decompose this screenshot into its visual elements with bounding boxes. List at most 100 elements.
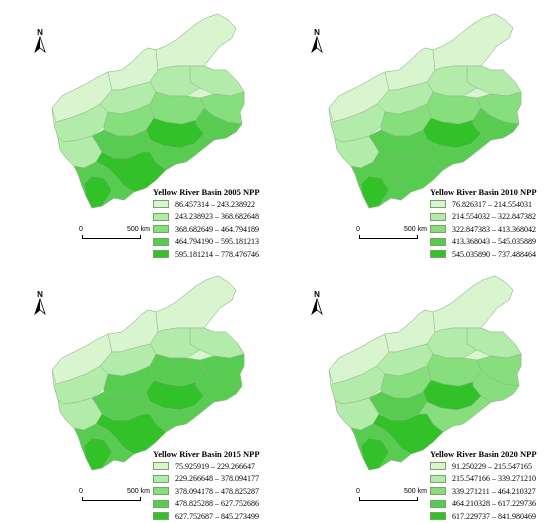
north-arrow-icon (311, 297, 323, 316)
basin-region (330, 365, 386, 405)
legend-swatch (430, 499, 446, 508)
north-arrow: N (307, 28, 327, 56)
legend-item: 91.250229 – 215.547165 (430, 460, 550, 473)
north-arrow: N (307, 290, 327, 318)
legend-swatch (153, 474, 169, 483)
scale-bar: 0 500 km (356, 488, 427, 508)
legend-label: 339.271211 – 464.210327 (452, 486, 536, 496)
scale-end: 500 km (404, 226, 427, 233)
legend-item: 464.794190 – 595.181213 (153, 236, 273, 249)
legend-swatch (430, 512, 446, 521)
legend-item: 215.547166 – 339.271210 (430, 473, 550, 486)
basin-region (432, 13, 514, 71)
legend-swatch (153, 512, 169, 521)
legend-title: Yellow River Basin 2020 NPP (430, 449, 537, 459)
basin-region (155, 275, 237, 333)
basin-region (53, 103, 109, 143)
basin-map (51, 275, 245, 471)
north-label: N (314, 290, 320, 299)
legend-title: Yellow River Basin 2010 NPP (430, 187, 537, 197)
legend-swatch (430, 487, 446, 496)
legend-swatch (153, 462, 169, 471)
basin-region (360, 437, 390, 471)
legend-swatch (153, 225, 169, 234)
legend: Yellow River Basin 2020 NPP 91.250229 – … (430, 448, 550, 523)
legend-swatch (153, 487, 169, 496)
legend-label: 322.847383 – 413.368042 (452, 224, 536, 234)
legend-item: 339.271211 – 464.210327 (430, 485, 550, 498)
legend-item: 75.925919 – 229.266647 (153, 460, 273, 473)
basin-region (83, 437, 113, 471)
legend-item: 545.035890 – 737.488464 (430, 248, 550, 261)
scale-bar: 0 500 km (356, 226, 427, 246)
basin-region (360, 175, 390, 209)
legend-label: 368.682649 – 464.794189 (175, 224, 259, 234)
legend-label: 86.457314 – 243.238922 (175, 199, 255, 209)
legend-label: 595.181214 – 778.476746 (175, 249, 259, 259)
scale-start: 0 (356, 226, 360, 233)
north-arrow: N (30, 28, 50, 56)
basin-map (51, 13, 245, 209)
legend-item: 378.094178 – 478.825287 (153, 485, 273, 498)
scale-line (82, 497, 141, 501)
legend-item: 368.682649 – 464.794189 (153, 223, 273, 236)
legend-item: 86.457314 – 243.238922 (153, 198, 273, 211)
basin-region (432, 275, 514, 333)
north-label: N (37, 290, 43, 299)
legend-label: 617.229737 – 841.980469 (452, 511, 536, 521)
legend-swatch (430, 212, 446, 221)
basin-map (328, 13, 522, 209)
legend-item: 76.826317 – 214.554031 (430, 198, 550, 211)
scale-bar: 0 500 km (79, 226, 150, 246)
legend-title: Yellow River Basin 2015 NPP (153, 449, 260, 459)
legend-swatch (153, 250, 169, 259)
legend-item: 595.181214 – 778.476746 (153, 248, 273, 261)
legend-swatch (153, 237, 169, 246)
legend-swatch (430, 200, 446, 209)
legend-swatch (430, 462, 446, 471)
north-arrow: N (30, 290, 50, 318)
legend: Yellow River Basin 2015 NPP 75.925919 – … (153, 448, 273, 523)
legend-swatch (153, 200, 169, 209)
legend-label: 91.250229 – 215.547165 (452, 461, 532, 471)
legend-title: Yellow River Basin 2005 NPP (153, 187, 260, 197)
basin-region (83, 175, 113, 209)
scale-line (359, 497, 418, 501)
legend-label: 478.825288 – 627.752686 (175, 499, 259, 509)
legend-swatch (153, 499, 169, 508)
scale-line (359, 235, 418, 239)
scale-start: 0 (79, 488, 83, 495)
legend-swatch (153, 212, 169, 221)
legend: Yellow River Basin 2005 NPP 86.457314 – … (153, 186, 273, 261)
scale-end: 500 km (404, 488, 427, 495)
legend-label: 545.035890 – 737.488464 (452, 249, 536, 259)
legend-item: 243.238923 – 368.682648 (153, 211, 273, 224)
legend-item: 413.368043 – 545.035889 (430, 236, 550, 249)
legend-label: 627.752687 – 845.273499 (175, 511, 259, 521)
region-group (51, 13, 245, 209)
scale-start: 0 (356, 488, 360, 495)
scale-end: 500 km (127, 226, 150, 233)
legend-label: 464.210328 – 617.229736 (452, 499, 536, 509)
legend-swatch (430, 474, 446, 483)
north-arrow-icon (311, 35, 323, 54)
legend-label: 215.547166 – 339.271210 (452, 474, 536, 484)
legend-item: 478.825288 – 627.752686 (153, 498, 273, 511)
scale-bar: 0 500 km (79, 488, 150, 508)
basin-region (53, 365, 109, 405)
map-panel-2020: N Yellow River Basin 2020 NPP 91.250229 … (277, 262, 550, 523)
legend: Yellow River Basin 2010 NPP 76.826317 – … (430, 186, 550, 261)
legend-swatch (430, 237, 446, 246)
legend-label: 229.266648 – 378.094177 (175, 474, 259, 484)
legend-label: 378.094178 – 478.825287 (175, 486, 259, 496)
legend-item: 214.554032 – 322.847382 (430, 211, 550, 224)
legend-label: 413.368043 – 545.035889 (452, 237, 536, 247)
basin-region (155, 13, 237, 71)
legend-item: 322.847383 – 413.368042 (430, 223, 550, 236)
scale-end: 500 km (127, 488, 150, 495)
legend-swatch (430, 250, 446, 259)
legend-item: 464.210328 – 617.229736 (430, 498, 550, 511)
basin-map (328, 275, 522, 471)
north-arrow-icon (34, 35, 46, 54)
legend-swatch (430, 225, 446, 234)
